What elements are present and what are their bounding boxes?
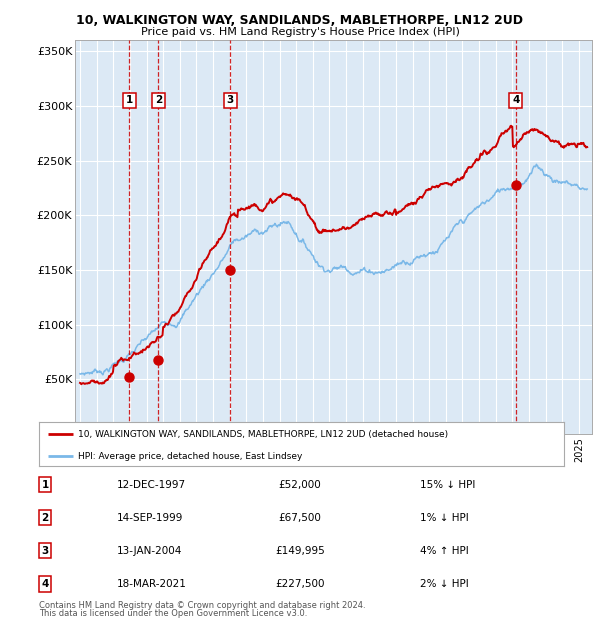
Text: 13-JAN-2004: 13-JAN-2004 xyxy=(117,546,182,556)
Text: This data is licensed under the Open Government Licence v3.0.: This data is licensed under the Open Gov… xyxy=(39,609,307,618)
Text: 10, WALKINGTON WAY, SANDILANDS, MABLETHORPE, LN12 2UD (detached house): 10, WALKINGTON WAY, SANDILANDS, MABLETHO… xyxy=(79,430,449,438)
Text: 12-DEC-1997: 12-DEC-1997 xyxy=(117,480,186,490)
Text: 14-SEP-1999: 14-SEP-1999 xyxy=(117,513,184,523)
Text: 4: 4 xyxy=(512,95,520,105)
Text: Price paid vs. HM Land Registry's House Price Index (HPI): Price paid vs. HM Land Registry's House … xyxy=(140,27,460,37)
Text: 15% ↓ HPI: 15% ↓ HPI xyxy=(420,480,475,490)
Text: 18-MAR-2021: 18-MAR-2021 xyxy=(117,579,187,589)
Text: 1: 1 xyxy=(41,480,49,490)
Text: 4: 4 xyxy=(41,579,49,589)
Text: HPI: Average price, detached house, East Lindsey: HPI: Average price, detached house, East… xyxy=(79,452,303,461)
Text: 2: 2 xyxy=(41,513,49,523)
Text: 2% ↓ HPI: 2% ↓ HPI xyxy=(420,579,469,589)
Text: 4% ↑ HPI: 4% ↑ HPI xyxy=(420,546,469,556)
Text: 3: 3 xyxy=(227,95,234,105)
Text: £149,995: £149,995 xyxy=(275,546,325,556)
Text: 10, WALKINGTON WAY, SANDILANDS, MABLETHORPE, LN12 2UD: 10, WALKINGTON WAY, SANDILANDS, MABLETHO… xyxy=(77,14,523,27)
Text: £52,000: £52,000 xyxy=(278,480,322,490)
Text: 3: 3 xyxy=(41,546,49,556)
Text: £67,500: £67,500 xyxy=(278,513,322,523)
Text: £227,500: £227,500 xyxy=(275,579,325,589)
Text: 2: 2 xyxy=(155,95,162,105)
Text: Contains HM Land Registry data © Crown copyright and database right 2024.: Contains HM Land Registry data © Crown c… xyxy=(39,601,365,609)
Text: 1% ↓ HPI: 1% ↓ HPI xyxy=(420,513,469,523)
Text: 1: 1 xyxy=(125,95,133,105)
